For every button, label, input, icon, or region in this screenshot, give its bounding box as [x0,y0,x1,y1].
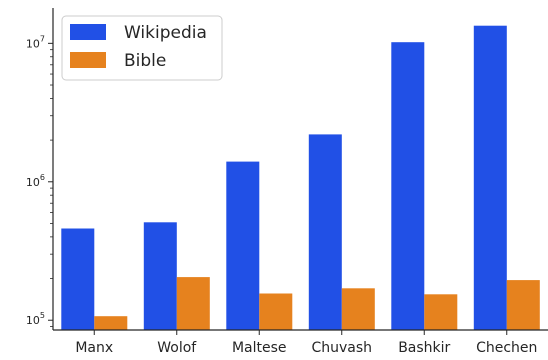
bar-bible-wolof [176,277,210,330]
bars-group [61,25,540,330]
bar-bible-chuvash [341,288,375,330]
legend-swatch-bible [70,52,106,68]
x-axis-ticks: Manx Wolof Maltese Chuvash Bashkir Chechen [75,330,537,356]
y-tick-label: 106 [26,173,45,189]
legend-swatch-wikipedia [70,24,106,40]
bar-wikipedia-maltese [226,161,260,330]
bar-wikipedia-chuvash [308,134,342,330]
legend-label-bible: Bible [124,51,166,71]
bar-bible-bashkir [424,294,458,330]
y-tick-label: 105 [26,311,45,327]
bar-wikipedia-wolof [143,222,177,330]
x-tick-label: Wolof [157,340,197,356]
x-tick-label: Chuvash [311,340,372,356]
x-tick-label: Chechen [476,340,537,356]
bar-bible-manx [94,316,128,330]
legend: Wikipedia Bible [61,15,223,81]
y-axis-ticks: 105 106 107 [26,34,53,327]
x-tick-label: Manx [75,340,113,356]
y-tick-label: 107 [26,34,45,50]
bar-bible-chechen [506,280,540,330]
x-tick-label: Bashkir [398,340,450,356]
bar-wikipedia-bashkir [391,42,425,330]
x-tick-label: Maltese [232,340,287,356]
legend-label-wikipedia: Wikipedia [124,23,207,43]
bar-wikipedia-chechen [473,25,507,330]
bar-wikipedia-manx [61,228,95,330]
bar-bible-maltese [259,293,293,330]
